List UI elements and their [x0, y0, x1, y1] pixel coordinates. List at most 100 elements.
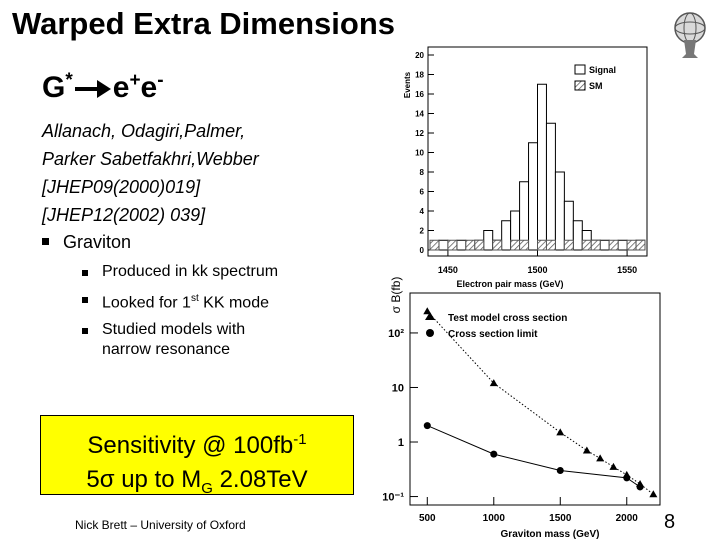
histogram-bar — [519, 239, 530, 251]
reference: Parker Sabetfakhri,Webber — [42, 149, 259, 169]
histogram-bar — [429, 239, 440, 251]
footer: Nick Brett – University of Oxford — [75, 518, 246, 532]
histogram-bar — [537, 83, 547, 251]
reference: [JHEP09(2000)019] — [42, 177, 201, 197]
point-circle — [636, 483, 644, 491]
bullet: Graviton — [42, 232, 131, 253]
histogram-bar — [438, 239, 449, 251]
sub-bullet-text: Produced in kk spectrum — [102, 263, 279, 280]
sensitivity-box: Sensitivity @ 100fb-1 5σ up to MG 2.08Te… — [40, 415, 354, 497]
histogram-bar — [590, 239, 601, 251]
y-tick-label: 4 — [420, 207, 425, 216]
histogram-bar — [572, 220, 583, 251]
histogram-bar — [554, 171, 565, 251]
y-tick-label: 6 — [420, 188, 425, 197]
logo — [674, 12, 706, 58]
legend-swatch — [574, 80, 586, 91]
sensitivity-text: Sensitivity @ 100fb — [87, 432, 294, 459]
legend-marker — [425, 312, 435, 320]
histogram-bar — [599, 239, 610, 251]
reference: Allanach, Odagiri,Palmer, — [42, 121, 246, 141]
legend-label: Cross section limit — [448, 329, 538, 340]
y-axis-label: σ B(fb) — [389, 277, 403, 314]
histogram-bar — [492, 239, 503, 251]
y-axis-label: Events — [403, 71, 412, 98]
histogram-bar — [501, 220, 512, 251]
sub-bullet-text: KK mode — [198, 294, 269, 312]
boson: G — [42, 71, 66, 104]
sub-bullet: Produced in kk spectrum — [82, 262, 287, 282]
x-axis-label: Graviton mass (GeV) — [501, 529, 600, 540]
legend-label: Signal — [589, 65, 616, 75]
point-circle — [423, 422, 431, 430]
point-circle — [556, 467, 564, 475]
point-triangle — [556, 428, 565, 436]
y-tick-label: 14 — [415, 110, 424, 119]
x-tick-label: 1500 — [527, 265, 547, 275]
bullet-text: Graviton — [63, 232, 132, 252]
sub-bullet-text: Studied models with narrow resonance — [102, 321, 246, 359]
point-triangle — [649, 490, 658, 498]
histogram-bar — [617, 239, 628, 251]
sub-bullet-text: Looked for 1 — [102, 294, 191, 312]
point-triangle — [489, 379, 498, 387]
sub-bullet-sup: st — [190, 293, 199, 304]
point-triangle — [596, 454, 605, 462]
histogram-bar — [626, 239, 637, 251]
boson-sup: * — [65, 70, 73, 91]
x-tick-label: 1000 — [483, 513, 506, 524]
histogram-bar — [483, 230, 494, 251]
y-tick-label: 16 — [415, 90, 424, 99]
sensitivity-text: 2.08TeV — [212, 466, 308, 493]
x-tick-label: 1450 — [438, 265, 458, 275]
lepton-sup: + — [129, 70, 141, 91]
sensitivity-sub: G — [201, 479, 213, 497]
point-triangle — [582, 446, 591, 454]
y-tick-label: 1 — [398, 437, 404, 449]
sub-bullet: Studied models with narrow resonance — [82, 320, 262, 360]
y-tick-label: 10² — [388, 328, 404, 340]
x-tick-label: 1550 — [617, 265, 637, 275]
lepton-sup: - — [157, 70, 164, 91]
page-number: 8 — [664, 511, 676, 533]
histogram-bar — [447, 239, 458, 251]
histogram-bar — [474, 239, 485, 251]
slide-title: Warped Extra Dimensions — [12, 6, 396, 41]
y-tick-label: 18 — [415, 71, 424, 80]
legend-marker — [426, 329, 434, 337]
y-tick-label: 20 — [415, 51, 424, 60]
sensitivity-line: 5σ up to MG 2.08TeV — [41, 463, 353, 506]
histogram-bar — [456, 239, 467, 251]
process-heading: G* e+e- — [42, 70, 164, 105]
lepton: e — [140, 71, 158, 104]
x-tick-label: 500 — [419, 513, 436, 524]
y-tick-label: 12 — [415, 129, 424, 138]
histogram-bar — [608, 239, 619, 251]
sensitivity-line: Sensitivity @ 100fb-1 — [41, 423, 353, 463]
y-tick-label: 8 — [420, 168, 425, 177]
histogram-bar — [537, 239, 547, 251]
sub-bullet: Looked for 1st KK mode — [82, 289, 287, 313]
plot-frame — [409, 292, 661, 506]
sensitivity-text: 5σ up to M — [86, 466, 202, 493]
legend-label: SM — [589, 81, 603, 91]
point-circle — [623, 474, 631, 482]
x-tick-label: 1500 — [549, 513, 572, 524]
histogram-bar — [528, 142, 539, 251]
histogram-bar — [545, 122, 556, 251]
x-tick-label: 2000 — [616, 513, 639, 524]
sensitivity-sup: -1 — [293, 431, 307, 448]
cross-section-plot: 10⁻¹ 1 10 10² 500 1000 1500 2000 Graviton mass (… — [382, 277, 661, 540]
histogram-bar — [545, 239, 556, 251]
point-triangle — [423, 307, 432, 315]
histogram-bar — [581, 239, 592, 251]
point-circle — [490, 450, 498, 458]
lepton: e — [112, 71, 130, 104]
events-histogram: 0 2 4 6 8 10 12 14 16 18 20 1450 1500 1550 Electron pa… — [403, 46, 648, 289]
histogram-bar — [635, 239, 646, 251]
histogram-bar — [510, 239, 521, 251]
y-tick-label: 0 — [420, 246, 425, 255]
y-tick-label: 10 — [392, 382, 404, 394]
